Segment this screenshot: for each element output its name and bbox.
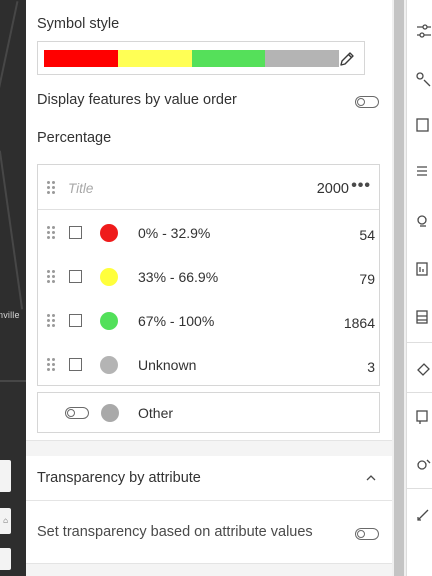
properties-icon[interactable] bbox=[415, 22, 432, 40]
class-row[interactable]: 33% - 66.9% 79 bbox=[38, 255, 379, 299]
style-panel: Symbol style Display features by value o… bbox=[26, 0, 392, 576]
class-row[interactable]: Unknown 3 bbox=[38, 343, 379, 387]
map-view[interactable]: nville ⌂ bbox=[0, 0, 26, 576]
class-label[interactable]: 33% - 66.9% bbox=[138, 269, 219, 285]
class-label[interactable]: Unknown bbox=[138, 357, 197, 373]
table-icon[interactable] bbox=[415, 308, 432, 326]
sketch-icon[interactable] bbox=[415, 408, 432, 426]
transparency-title: Transparency by attribute bbox=[37, 470, 201, 486]
labels-icon[interactable] bbox=[415, 360, 432, 378]
color-ramp-segment bbox=[117, 50, 192, 67]
map-road bbox=[0, 380, 26, 382]
map-road bbox=[0, 1, 19, 119]
class-count: 3 bbox=[367, 359, 375, 375]
other-color-swatch[interactable] bbox=[101, 404, 119, 422]
drag-handle-icon[interactable] bbox=[47, 226, 55, 240]
class-checkbox[interactable] bbox=[69, 226, 82, 239]
symbol-style-picker[interactable] bbox=[37, 41, 365, 75]
transparency-description: Set transparency based on attribute valu… bbox=[37, 524, 313, 540]
effects-icon[interactable] bbox=[415, 162, 432, 180]
map-zoom-control[interactable] bbox=[0, 460, 11, 492]
drag-handle-icon[interactable] bbox=[47, 181, 55, 195]
value-order-label: Display features by value order bbox=[37, 92, 237, 108]
class-checkbox[interactable] bbox=[69, 358, 82, 371]
color-ramp-segment bbox=[44, 50, 118, 67]
other-switch[interactable] bbox=[65, 407, 89, 419]
fields-icon[interactable] bbox=[415, 260, 432, 278]
chevron-up-icon[interactable] bbox=[366, 474, 376, 482]
pop-ups-icon[interactable] bbox=[415, 212, 432, 230]
class-row[interactable]: 67% - 100% 1864 bbox=[38, 299, 379, 343]
class-count: 79 bbox=[359, 271, 375, 287]
home-icon: ⌂ bbox=[3, 516, 8, 525]
class-list: Title 2000 ••• 0% - 32.9% 54 33% - 66. bbox=[37, 164, 380, 386]
section-divider bbox=[26, 440, 392, 456]
class-count: 54 bbox=[359, 227, 375, 243]
class-label[interactable]: 0% - 32.9% bbox=[138, 225, 211, 241]
settings-icon[interactable] bbox=[415, 456, 432, 474]
drag-handle-icon[interactable] bbox=[47, 270, 55, 284]
map-road bbox=[0, 150, 24, 310]
right-toolbar bbox=[406, 0, 432, 576]
value-order-switch[interactable] bbox=[355, 96, 379, 108]
class-checkbox[interactable] bbox=[69, 270, 82, 283]
pencil-icon[interactable] bbox=[338, 50, 356, 68]
color-ramp-segment bbox=[191, 50, 266, 67]
measure-icon[interactable] bbox=[415, 506, 432, 524]
panel-scrollbar[interactable] bbox=[392, 0, 406, 576]
toolbar-divider bbox=[407, 342, 432, 343]
other-label: Other bbox=[138, 405, 174, 421]
transparency-switch[interactable] bbox=[355, 528, 379, 540]
color-ramp[interactable] bbox=[44, 50, 339, 67]
styles-icon[interactable] bbox=[415, 70, 432, 88]
other-class-row: Other bbox=[37, 392, 380, 433]
class-color-swatch[interactable] bbox=[100, 312, 118, 330]
map-home-control[interactable]: ⌂ bbox=[0, 508, 11, 534]
filter-icon[interactable] bbox=[415, 116, 432, 134]
class-label[interactable]: 67% - 100% bbox=[138, 313, 215, 329]
map-place-label: nville bbox=[0, 310, 20, 320]
field-label: Percentage bbox=[37, 130, 112, 146]
title-input[interactable]: Title bbox=[68, 181, 94, 196]
color-ramp-segment bbox=[265, 50, 339, 67]
drag-handle-icon[interactable] bbox=[47, 358, 55, 372]
section-divider bbox=[26, 563, 392, 576]
transparency-section-header[interactable]: Transparency by attribute bbox=[26, 456, 392, 500]
scrollbar-thumb[interactable] bbox=[394, 0, 404, 576]
symbol-style-label: Symbol style bbox=[37, 16, 120, 32]
drag-handle-icon[interactable] bbox=[47, 314, 55, 328]
more-options-icon[interactable]: ••• bbox=[351, 177, 371, 194]
toolbar-divider bbox=[407, 392, 432, 393]
class-row[interactable]: 0% - 32.9% 54 bbox=[38, 211, 379, 255]
total-count: 2000 bbox=[316, 181, 349, 197]
class-color-swatch[interactable] bbox=[100, 224, 118, 242]
transparency-section-body: Set transparency based on attribute valu… bbox=[26, 500, 392, 562]
class-checkbox[interactable] bbox=[69, 314, 82, 327]
class-list-header: Title 2000 ••• bbox=[38, 165, 379, 210]
class-count: 1864 bbox=[343, 315, 375, 331]
class-color-swatch[interactable] bbox=[100, 356, 118, 374]
map-compass-control[interactable] bbox=[0, 548, 11, 570]
class-color-swatch[interactable] bbox=[100, 268, 118, 286]
toolbar-divider bbox=[407, 488, 432, 489]
